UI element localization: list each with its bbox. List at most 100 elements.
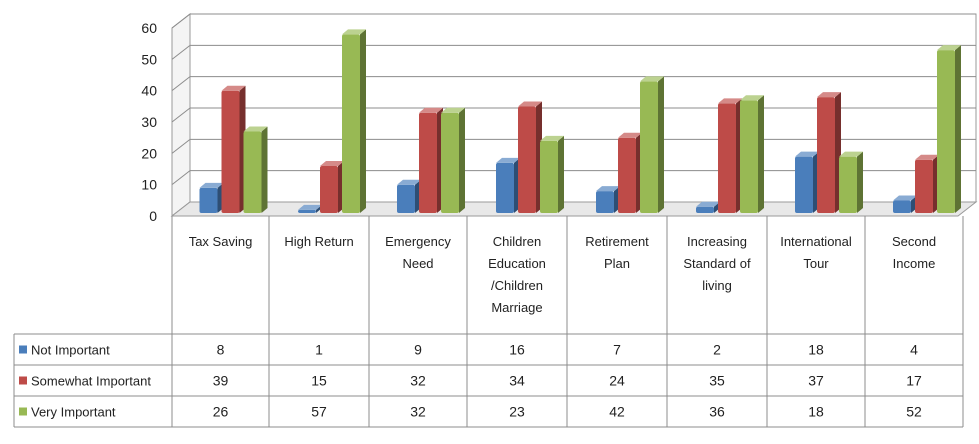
bar-top bbox=[199, 182, 224, 188]
table-cell-value: 15 bbox=[311, 373, 327, 389]
bar bbox=[718, 103, 736, 213]
bar-top bbox=[795, 151, 819, 157]
bar-top bbox=[640, 76, 664, 82]
bar-top bbox=[397, 179, 421, 185]
category-label-line: International bbox=[780, 234, 852, 249]
bar bbox=[221, 90, 240, 213]
table-cell-value: 18 bbox=[808, 404, 824, 420]
bar bbox=[596, 191, 614, 213]
bar bbox=[893, 200, 911, 213]
bar-top bbox=[298, 204, 322, 210]
table-cell-value: 2 bbox=[713, 342, 721, 358]
bar bbox=[740, 100, 758, 213]
table-cell-value: 26 bbox=[213, 404, 229, 420]
table-cell-value: 32 bbox=[410, 404, 426, 420]
table-cell-value: 39 bbox=[213, 373, 229, 389]
table-cell-value: 42 bbox=[609, 404, 625, 420]
bar bbox=[817, 97, 835, 213]
category-label-line: living bbox=[702, 278, 732, 293]
bar-side bbox=[558, 135, 564, 213]
bar bbox=[937, 50, 955, 213]
legend-label: Somewhat Important bbox=[31, 374, 151, 389]
category-label: Tax Saving bbox=[189, 234, 253, 249]
y-tick-label: 40 bbox=[141, 83, 157, 99]
bar bbox=[839, 156, 857, 213]
bar bbox=[696, 206, 714, 213]
category-label: Second Income bbox=[892, 234, 936, 271]
bar-top bbox=[740, 95, 764, 101]
bar bbox=[342, 34, 360, 214]
bar-top bbox=[893, 195, 917, 201]
table-cell-value: 7 bbox=[613, 342, 621, 358]
category-label-line: Emergency bbox=[385, 234, 451, 249]
y-tick-label: 60 bbox=[141, 20, 157, 36]
legend-key bbox=[19, 407, 27, 416]
legend-key bbox=[19, 345, 27, 354]
category-label-line: Increasing bbox=[687, 234, 747, 249]
category-label-line: Retirement bbox=[585, 234, 649, 249]
bar bbox=[419, 112, 437, 213]
bar bbox=[441, 112, 459, 213]
category-label-line: Marriage bbox=[491, 300, 542, 315]
bar-top bbox=[518, 101, 542, 107]
table-cell-value: 34 bbox=[509, 373, 525, 389]
category-label: Increasing Standard of living bbox=[683, 234, 751, 293]
category-label: Emergency Need bbox=[385, 234, 451, 271]
y-tick-label: 30 bbox=[141, 114, 157, 130]
bar-top bbox=[441, 107, 465, 113]
bar-top bbox=[839, 151, 863, 157]
legend-label: Very Important bbox=[31, 405, 116, 420]
category-label-line: Income bbox=[893, 256, 936, 271]
category-label-line: High Return bbox=[284, 234, 353, 249]
bar bbox=[915, 159, 933, 213]
bar-side bbox=[857, 151, 863, 213]
bar-top bbox=[243, 126, 268, 132]
bar-side bbox=[758, 95, 764, 213]
table-cell-value: 24 bbox=[609, 373, 625, 389]
bar-side bbox=[955, 45, 961, 213]
bar-top bbox=[320, 161, 344, 166]
category-label-line: Standard of bbox=[683, 256, 751, 271]
bar-side bbox=[459, 107, 465, 213]
bar-top bbox=[596, 186, 620, 192]
bar-top bbox=[718, 98, 742, 104]
gridline-side bbox=[171, 13, 191, 29]
bar bbox=[618, 137, 636, 213]
table-cell-value: 18 bbox=[808, 342, 824, 358]
bar bbox=[199, 187, 218, 213]
category-label-line: /Children bbox=[491, 278, 543, 293]
table-cell-value: 9 bbox=[414, 342, 422, 358]
gridline-side bbox=[171, 76, 191, 92]
table-cell-value: 52 bbox=[906, 404, 922, 420]
bar-top bbox=[696, 201, 720, 207]
table-cell-value: 23 bbox=[509, 404, 525, 420]
category-label-line: Tour bbox=[803, 256, 829, 271]
table-cell-value: 35 bbox=[709, 373, 725, 389]
table-cell-value: 8 bbox=[217, 342, 225, 358]
bar-top bbox=[419, 107, 443, 113]
bar-top bbox=[618, 132, 642, 138]
table-cell-value: 1 bbox=[315, 342, 323, 358]
y-tick-label: 50 bbox=[141, 51, 157, 67]
bar bbox=[320, 166, 338, 213]
gridline-side bbox=[171, 44, 191, 60]
y-tick-label: 10 bbox=[141, 177, 157, 193]
category-label-line: Tax Saving bbox=[189, 234, 253, 249]
bar-top bbox=[817, 92, 841, 98]
bar bbox=[397, 184, 415, 213]
bar-side bbox=[261, 126, 268, 213]
gridline-side bbox=[171, 170, 191, 186]
category-label-line: Second bbox=[892, 234, 936, 249]
table-cell-value: 16 bbox=[509, 342, 525, 358]
category-label: High Return bbox=[284, 234, 353, 249]
table-cell-value: 32 bbox=[410, 373, 426, 389]
bar-top bbox=[496, 157, 520, 163]
gridline-side bbox=[171, 138, 191, 154]
bar-top bbox=[915, 154, 939, 160]
bar bbox=[640, 81, 658, 214]
category-label: Children Education/Children Marriage bbox=[488, 234, 546, 315]
plot-floor bbox=[170, 201, 978, 217]
bar bbox=[243, 131, 262, 213]
legend-key bbox=[19, 376, 27, 385]
